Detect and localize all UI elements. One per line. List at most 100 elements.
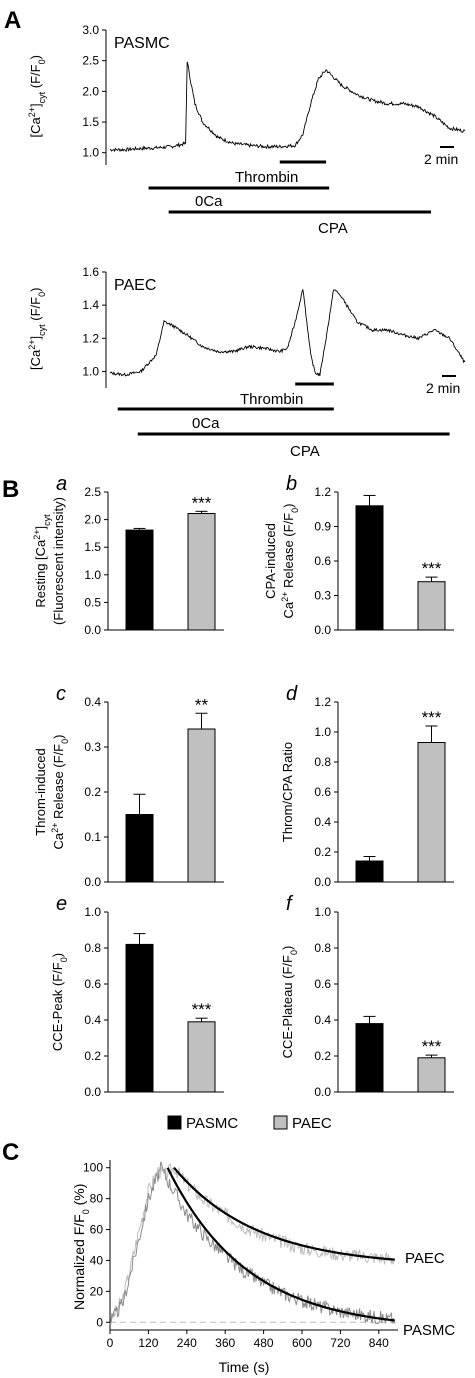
x-tick-label: 240 bbox=[177, 1336, 197, 1350]
y-tick-label: 1.0 bbox=[314, 725, 331, 739]
series-label-PASMC: PASMC bbox=[403, 1322, 455, 1339]
y-axis-title: Throm-induced bbox=[33, 748, 48, 835]
bar-PASMC bbox=[125, 529, 154, 631]
bar-chart-f: 0.0 0.2 0.4 0.6 0.8 1.0 f CCE-Plateau (F/F0) *** bbox=[280, 893, 454, 1099]
x-tick-label: 600 bbox=[292, 1336, 312, 1350]
y-tick-label: 1.0 bbox=[82, 146, 99, 160]
y-axis-title: [Ca2+]cyt (F/F0) bbox=[27, 288, 47, 370]
y-tick-label: 1.2 bbox=[314, 695, 331, 709]
y-tick-label: 40 bbox=[90, 1253, 104, 1267]
y-tick-label: 1.0 bbox=[82, 364, 99, 378]
y-tick-label: 0.9 bbox=[314, 520, 331, 534]
y-tick-label: 0.6 bbox=[314, 977, 331, 991]
y-tick-label: 60 bbox=[90, 1223, 104, 1237]
decay-chart: 0 20 40 60 80 100 0 120 240 360 480 600 720 840 Time (… bbox=[71, 1160, 455, 1375]
y-tick-label: 0.0 bbox=[84, 875, 101, 889]
y-tick-label: 0.0 bbox=[314, 1085, 331, 1099]
significance-marker: *** bbox=[422, 559, 442, 578]
trace-chart-PAEC: 1.0 1.2 1.4 1.6 [Ca2+]cyt (F/F0) PAEC Thrombin… bbox=[27, 265, 466, 460]
series-label-PAEC: PAEC bbox=[405, 1250, 445, 1267]
cell-type-label: PASMC bbox=[114, 35, 170, 52]
series-line-PASMC bbox=[109, 1161, 395, 1325]
y-tick-label: 0 bbox=[96, 1315, 103, 1329]
y-axis-title: [Ca2+]cyt (F/F0) bbox=[27, 55, 47, 137]
y-tick-label: 20 bbox=[90, 1284, 104, 1298]
bar-chart-d: 0.0 0.2 0.4 0.6 0.8 1.0 1.2 d Throm/CPA Ratio *** bbox=[280, 683, 454, 889]
y-tick-label: 2.5 bbox=[82, 54, 99, 68]
x-tick-label: 480 bbox=[254, 1336, 274, 1350]
y-axis-title: Resting [Ca2+]cyt bbox=[32, 514, 52, 608]
y-tick-label: 0.4 bbox=[84, 695, 101, 709]
y-tick-label: 1.5 bbox=[82, 115, 99, 129]
bar-PAEC bbox=[187, 728, 216, 883]
bar-PASMC bbox=[125, 943, 154, 1093]
subpanel-letter-a: a bbox=[56, 473, 67, 495]
subpanel-letter-e: e bbox=[56, 893, 67, 915]
y-tick-label: 80 bbox=[90, 1192, 104, 1206]
subpanel-letter-c: c bbox=[56, 683, 66, 705]
treatment-label-Thrombin: Thrombin bbox=[235, 169, 298, 186]
significance-marker: *** bbox=[192, 1000, 212, 1019]
subpanel-letter-d: d bbox=[286, 683, 298, 705]
scale-bar-label: 2 min bbox=[426, 380, 460, 396]
y-tick-label: 0.2 bbox=[84, 785, 101, 799]
y-axis-title: (Fluorescent intensity) bbox=[51, 497, 66, 625]
bar-PASMC bbox=[355, 860, 384, 883]
bar-chart-e: 0.0 0.2 0.4 0.6 0.8 1.0 e CCE-Peak (F/F0) *** bbox=[50, 893, 224, 1099]
bar-PAEC bbox=[417, 1057, 446, 1093]
y-tick-label: 100 bbox=[83, 1161, 103, 1175]
fit-curve-PASMC bbox=[166, 1167, 395, 1322]
y-tick-label: 0.3 bbox=[314, 589, 331, 603]
cell-type-label: PAEC bbox=[114, 277, 156, 294]
y-tick-label: 3.0 bbox=[82, 23, 99, 37]
y-tick-label: 0.6 bbox=[314, 554, 331, 568]
bar-PAEC bbox=[417, 581, 446, 631]
bar-PAEC bbox=[187, 513, 216, 631]
significance-marker: *** bbox=[422, 1037, 442, 1056]
treatment-label-0Ca: 0Ca bbox=[195, 193, 223, 210]
y-tick-label: 0.0 bbox=[84, 1085, 101, 1099]
scale-bar-label: 2 min bbox=[424, 151, 458, 167]
significance-marker: *** bbox=[192, 493, 212, 512]
y-axis-title: Ca2+ Release (F/F0) bbox=[50, 734, 70, 849]
y-axis-title: CCE-Plateau (F/F0) bbox=[280, 946, 299, 1059]
y-tick-label: 0.6 bbox=[84, 977, 101, 991]
bar-PAEC bbox=[417, 742, 446, 883]
y-tick-label: 1.2 bbox=[314, 485, 331, 499]
y-tick-label: 1.0 bbox=[84, 568, 101, 582]
y-tick-label: 1.0 bbox=[314, 905, 331, 919]
legend-label-PASMC: PASMC bbox=[186, 1115, 238, 1132]
panel-letter-A: A bbox=[4, 7, 21, 34]
y-tick-label: 1.6 bbox=[82, 265, 99, 279]
bar-PAEC bbox=[187, 1021, 216, 1093]
y-tick-label: 0.1 bbox=[84, 830, 101, 844]
y-tick-label: 0.4 bbox=[84, 1013, 101, 1027]
y-tick-label: 0.8 bbox=[314, 941, 331, 955]
y-tick-label: 0.2 bbox=[314, 1049, 331, 1063]
treatment-label-0Ca: 0Ca bbox=[192, 415, 220, 432]
subpanel-letter-f: f bbox=[286, 893, 294, 915]
x-tick-label: 840 bbox=[369, 1336, 389, 1350]
y-tick-label: 2.0 bbox=[82, 84, 99, 98]
legend-swatch-PAEC bbox=[273, 1115, 288, 1130]
bar-PASMC bbox=[355, 1023, 384, 1093]
y-tick-label: 0.3 bbox=[84, 740, 101, 754]
treatment-label-Thrombin: Thrombin bbox=[240, 391, 303, 408]
trace-line bbox=[109, 61, 466, 153]
y-tick-label: 2.0 bbox=[84, 513, 101, 527]
y-tick-label: 0.8 bbox=[84, 941, 101, 955]
x-tick-label: 0 bbox=[107, 1336, 114, 1350]
panel-letter-B: B bbox=[2, 476, 19, 503]
bar-PASMC bbox=[355, 505, 384, 631]
y-axis-title: Throm/CPA Ratio bbox=[280, 742, 295, 842]
trace-chart-PASMC: 1.0 1.5 2.0 2.5 3.0 [Ca2+]cyt (F/F0) PASMC Thro… bbox=[27, 23, 466, 237]
y-tick-label: 2.5 bbox=[84, 485, 101, 499]
y-tick-label: 0.0 bbox=[314, 623, 331, 637]
significance-marker: ** bbox=[195, 695, 209, 714]
trace-line bbox=[109, 288, 466, 377]
y-tick-label: 0.4 bbox=[314, 815, 331, 829]
panel-C: C 0 20 40 60 80 100 0 120 240 360 480 600 720 840 Time … bbox=[2, 1139, 455, 1375]
